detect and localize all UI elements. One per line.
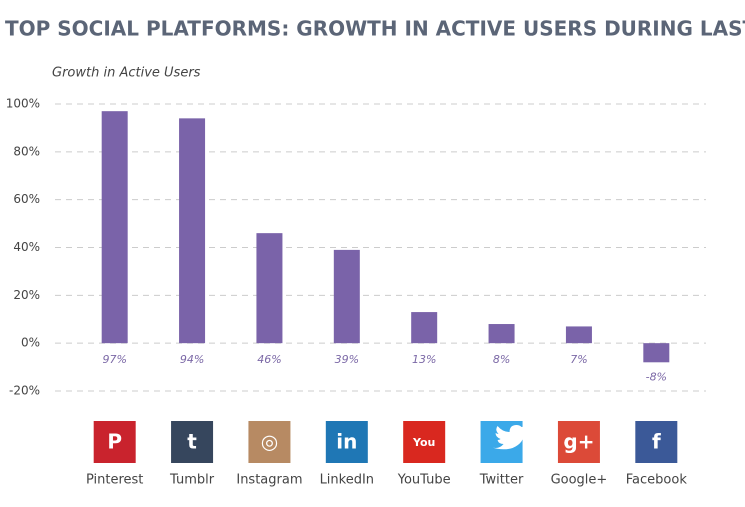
chart-title: TOP SOCIAL PLATFORMS: GROWTH IN ACTIVE U…	[5, 17, 745, 41]
axis-title: Growth in Active Users	[52, 66, 201, 81]
platform-icon	[557, 421, 600, 463]
bar	[643, 343, 670, 363]
bar	[179, 118, 206, 344]
bar	[488, 324, 515, 344]
platform-icon	[635, 421, 678, 463]
value-label: 8%	[493, 353, 510, 366]
platform-icon	[171, 421, 214, 463]
icon-glyph: in	[336, 430, 357, 454]
x-tick-label: Google+	[551, 473, 608, 488]
x-tick-label: Pinterest	[86, 473, 143, 488]
x-tick-label: LinkedIn	[320, 473, 374, 488]
platform-icon	[403, 421, 446, 463]
y-tick-label: 80%	[13, 144, 40, 158]
platform-icon	[325, 421, 368, 463]
x-tick-label: Facebook	[626, 473, 688, 488]
icon-glyph: g+	[563, 430, 594, 454]
x-tick-label: Twitter	[479, 473, 524, 488]
y-tick-label: 40%	[13, 240, 40, 254]
icon-glyph: P	[107, 430, 122, 454]
x-tick-label: Instagram	[236, 473, 302, 488]
icon-glyph: You	[412, 436, 435, 449]
bar	[256, 233, 283, 344]
y-tick-label: -20%	[9, 384, 40, 398]
value-label: 7%	[570, 353, 587, 366]
icon-glyph: ◎	[261, 430, 278, 454]
value-label: 94%	[180, 353, 204, 366]
y-tick-label: 0%	[21, 336, 40, 350]
bar	[333, 249, 360, 344]
icon-glyph: f	[652, 430, 661, 454]
bar	[565, 326, 592, 344]
platform-icon	[93, 421, 136, 463]
value-label: 13%	[412, 353, 436, 366]
y-tick-label: 100%	[6, 97, 40, 111]
x-tick-label: Tumblr	[169, 473, 215, 488]
value-label: 97%	[102, 353, 126, 366]
icon-glyph: t	[187, 430, 197, 454]
bar	[411, 312, 438, 344]
icon-glyph	[490, 425, 528, 450]
y-tick-label: 20%	[13, 288, 40, 302]
value-label: -8%	[646, 370, 667, 383]
bar	[101, 111, 128, 344]
y-tick-label: 60%	[13, 192, 40, 206]
x-tick-label: YouTube	[397, 473, 451, 488]
platform-icon	[248, 421, 291, 463]
value-label: 46%	[257, 353, 281, 366]
value-label: 39%	[335, 353, 359, 366]
